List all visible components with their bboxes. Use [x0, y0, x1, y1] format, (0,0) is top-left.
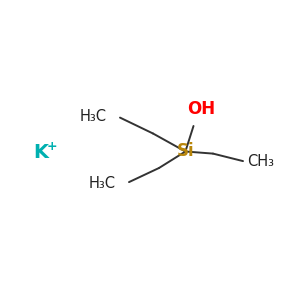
Text: H₃C: H₃C: [80, 109, 106, 124]
Text: +: +: [46, 140, 57, 153]
Text: K: K: [33, 142, 48, 162]
Text: CH₃: CH₃: [248, 154, 274, 169]
Text: Si: Si: [177, 142, 194, 160]
Text: H₃C: H₃C: [88, 176, 116, 190]
Text: OH: OH: [188, 100, 216, 118]
